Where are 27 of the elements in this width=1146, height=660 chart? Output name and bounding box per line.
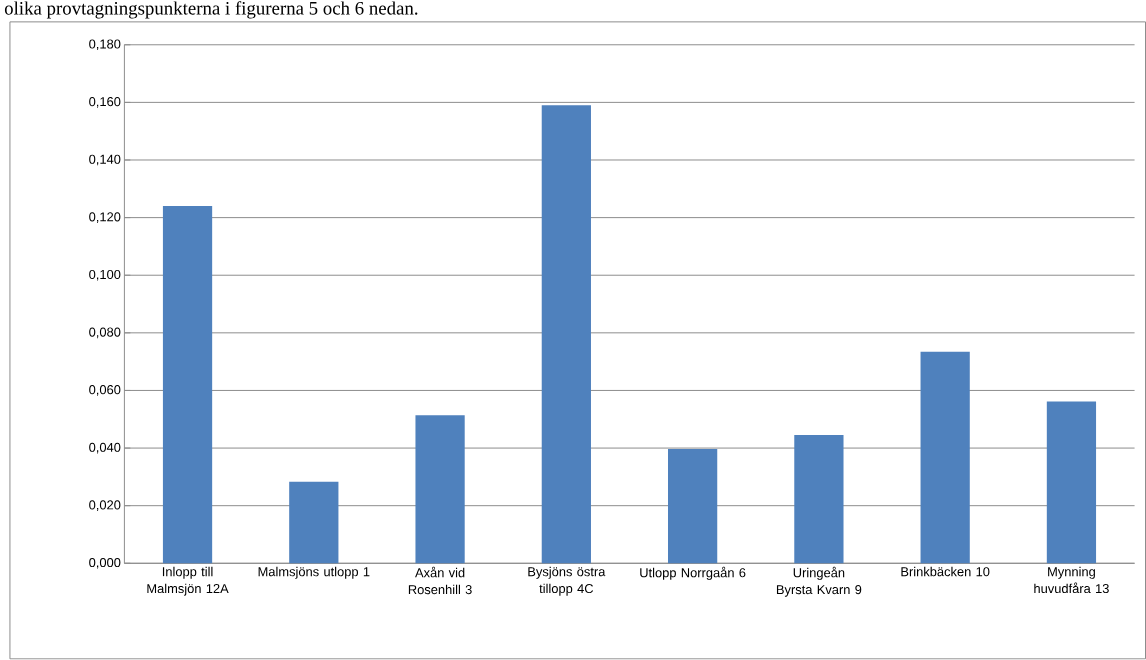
- x-tick-label: Mynning huvudfåra 13: [1034, 566, 1109, 594]
- bar: [920, 351, 970, 564]
- x-tick-label: Uringeån Byrsta Kvarn 9: [776, 566, 862, 597]
- x-tick-label: Inlopp till Malmsjön 12A: [147, 566, 229, 596]
- y-tick-label: 0,040: [89, 442, 121, 454]
- bar: [415, 415, 465, 564]
- x-tick-label: Bysjöns östra tillopp 4C: [528, 566, 606, 596]
- y-tick-label: 0,080: [89, 327, 121, 339]
- bar: [541, 105, 591, 564]
- y-tick-label: 0,140: [89, 154, 121, 166]
- y-tick-label: 0,060: [89, 385, 121, 396]
- x-tick-label: Utlopp Norrgaån 6: [640, 566, 746, 580]
- x-tick-label: Axån vid Rosenhill 3: [408, 566, 472, 595]
- y-tick-label: 0,020: [89, 500, 121, 512]
- bar: [1046, 401, 1097, 564]
- bar: [668, 449, 718, 564]
- y-tick-label: 0,180: [89, 39, 121, 51]
- y-tick-label: 0,120: [89, 212, 121, 224]
- y-tick-label: 0,160: [89, 97, 121, 108]
- bar: [162, 206, 213, 564]
- x-tick-label: Malmsjöns utlopp 1: [258, 566, 370, 579]
- bar: [794, 435, 844, 564]
- bar: [289, 481, 339, 564]
- y-tick-label: 0,100: [89, 269, 121, 281]
- x-tick-label: Brinkbäcken 10: [901, 566, 990, 577]
- text: olika provtagningspunkterna i figurerna 5 och 6 nedan.: [4, 1, 418, 19]
- y-tick-label: 0,000: [89, 558, 121, 569]
